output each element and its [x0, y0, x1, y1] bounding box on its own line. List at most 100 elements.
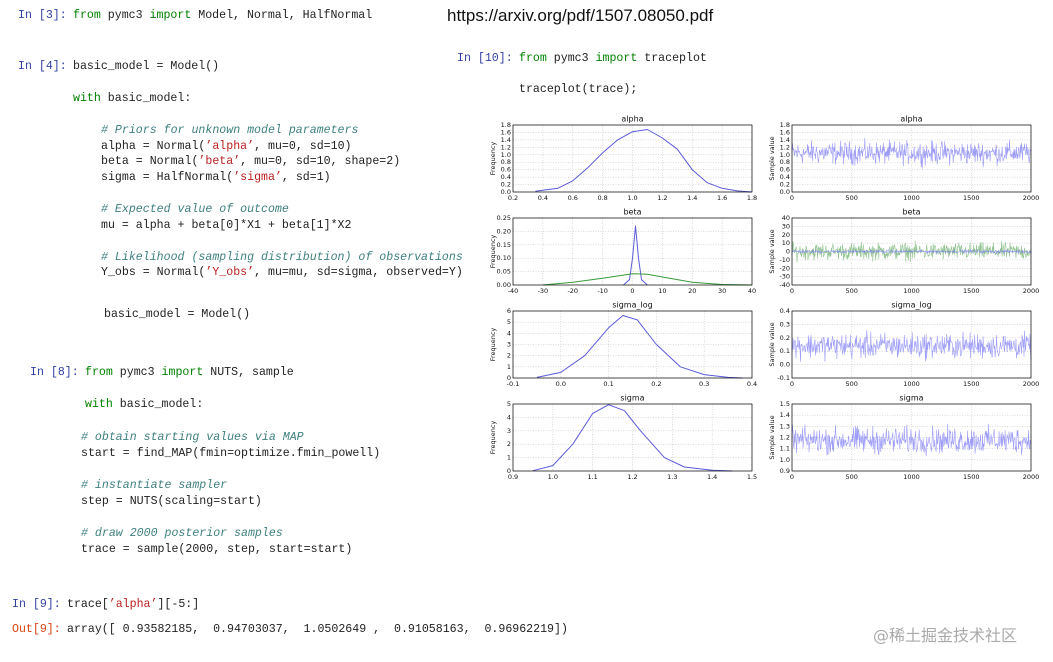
watermark: @稀土掘金技术社区 — [873, 626, 1018, 645]
y-tick-label: 0.10 — [497, 254, 511, 262]
x-tick-label: 0.3 — [699, 380, 709, 388]
code-line: # Priors for unknown model parameters — [101, 123, 358, 139]
code-token: NUTS, sample — [203, 366, 294, 379]
x-tick-label: -0.1 — [507, 380, 520, 388]
code-token: # obtain starting values via MAP — [81, 431, 304, 444]
y-tick-label: 0 — [507, 467, 511, 475]
y-tick-label: 0.05 — [497, 268, 511, 276]
code-token: from — [73, 9, 101, 22]
code-token: basic_model: — [112, 398, 204, 411]
prompt: In [3]: — [18, 9, 67, 22]
x-tick-label: 1000 — [903, 380, 920, 388]
plot-frame — [791, 403, 1032, 472]
y-axis-label: Sample value — [768, 229, 776, 273]
x-tick-label: 2000 — [1023, 380, 1040, 388]
x-tick-label: 0.2 — [651, 380, 661, 388]
code-token: from — [85, 366, 113, 379]
code-token: with — [85, 398, 113, 411]
code-line: basic_model = Model() — [73, 59, 219, 75]
code-token: mu = alpha + beta[0]*X1 + beta[1]*X2 — [101, 219, 352, 232]
code-line: mu = alpha + beta[0]*X1 + beta[1]*X2 — [101, 218, 351, 234]
code-line: trace[’alpha’][-5:] — [67, 597, 199, 613]
plot-frame — [791, 124, 1032, 193]
y-tick-label: 3 — [507, 341, 511, 349]
plot-title: sigma — [620, 394, 644, 403]
x-tick-label: 500 — [846, 287, 858, 295]
x-tick-label: 1.6 — [717, 194, 727, 202]
x-tick-label: 0.8 — [597, 194, 607, 202]
prompt: In [9]: — [12, 598, 61, 611]
x-tick-label: 1.1 — [587, 473, 597, 481]
code-token: array([ 0.93582185, 0.94703037, 1.050264… — [67, 623, 568, 636]
code-line: alpha = Normal(’alpha’, mu=0, sd=10) — [101, 139, 351, 155]
code-token: ’alpha’ — [205, 140, 255, 153]
y-tick-label: 0.2 — [780, 181, 790, 189]
prompt: In [4]: — [18, 60, 67, 73]
y-tick-label: 3 — [507, 427, 511, 435]
code-token: pymc3 — [112, 366, 162, 379]
code-token: ’alpha’ — [108, 598, 158, 611]
y-tick-label: 0.8 — [780, 158, 790, 166]
y-tick-label: 1.6 — [501, 128, 511, 136]
y-tick-label: 0.0 — [780, 188, 790, 196]
trace-line — [791, 423, 1032, 457]
code-line: trace = sample(2000, step, start=start) — [81, 542, 352, 558]
density-curve — [623, 225, 648, 286]
url: https://arxiv.org/pdf/1507.08050.pdf — [447, 6, 714, 25]
x-tick-label: 0 — [630, 287, 634, 295]
code-line: from pymc3 import NUTS, sample — [85, 365, 294, 381]
plot-title: alpha — [900, 115, 922, 124]
code-token: step = NUTS(scaling=start) — [81, 495, 262, 508]
plot-title: sigma_log — [612, 301, 652, 310]
x-tick-label: 0.0 — [556, 380, 566, 388]
plot-title: beta — [623, 208, 641, 217]
plot-frame — [512, 403, 753, 472]
code-token: basic_model = Model() — [104, 308, 251, 321]
y-tick-label: 0 — [786, 248, 790, 256]
x-tick-label: 30 — [718, 287, 726, 295]
y-tick-label: 5 — [507, 400, 511, 408]
x-tick-label: 2000 — [1023, 287, 1040, 295]
y-tick-label: -10 — [779, 256, 790, 264]
code-token: start = find_MAP(fmin=optimize.fmin_powe… — [81, 447, 381, 460]
y-tick-label: 20 — [782, 231, 790, 239]
code-line: with basic_model: — [73, 91, 191, 107]
x-tick-label: 1500 — [963, 287, 980, 295]
code-line: Y_obs = Normal(’Y_obs’, mu=mu, sd=sigma,… — [101, 265, 463, 281]
x-tick-label: 500 — [846, 473, 858, 481]
y-tick-label: 1 — [507, 454, 511, 462]
x-tick-label: 500 — [846, 380, 858, 388]
code-token: beta = Normal( — [101, 155, 199, 168]
y-tick-label: 40 — [782, 214, 790, 222]
code-token: ’Y_obs’ — [205, 266, 255, 279]
y-tick-label: 0.4 — [501, 173, 511, 181]
plot-title: alpha — [621, 115, 643, 124]
y-tick-label: 0.15 — [497, 241, 511, 249]
y-tick-label: 4 — [507, 329, 511, 337]
code-token: , sd=1) — [281, 171, 331, 184]
y-tick-label: 1.1 — [780, 445, 790, 453]
code-token: basic_model: — [100, 92, 192, 105]
x-tick-label: 40 — [748, 287, 756, 295]
code-line: # Expected value of outcome — [101, 202, 289, 218]
code-token: , mu=0, sd=10, shape=2) — [240, 155, 401, 168]
code-token: # Likelihood (sampling distribution) of … — [101, 251, 463, 264]
plot-title: sigma_log — [891, 301, 931, 310]
y-tick-label: 1.4 — [780, 136, 790, 144]
y-tick-label: 1 — [507, 363, 511, 371]
y-tick-label: 30 — [782, 222, 790, 230]
plot-frame — [512, 124, 753, 193]
x-tick-label: -40 — [508, 287, 519, 295]
y-tick-label: 4 — [507, 413, 511, 421]
code-token: ][-5:] — [157, 598, 200, 611]
y-tick-label: 1.0 — [501, 151, 511, 159]
code-token: # instantiate sampler — [81, 479, 228, 492]
y-tick-label: 0.6 — [780, 166, 790, 174]
y-axis-label: Frequency — [489, 235, 497, 269]
y-tick-label: 1.8 — [780, 121, 790, 129]
code-token: pymc3 — [546, 52, 596, 65]
y-tick-label: 0.3 — [780, 320, 790, 328]
x-tick-label: 0 — [790, 287, 794, 295]
y-axis-label: Frequency — [489, 328, 497, 362]
y-tick-label: 10 — [782, 239, 790, 247]
